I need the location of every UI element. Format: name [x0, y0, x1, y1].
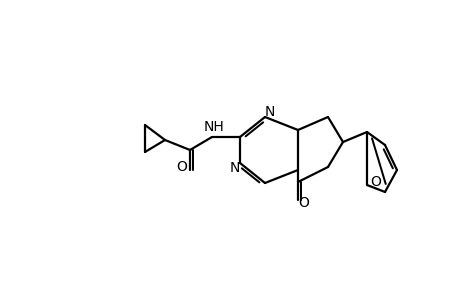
Text: NH: NH — [203, 120, 224, 134]
Text: O: O — [298, 196, 309, 210]
Text: N: N — [230, 161, 240, 175]
Text: O: O — [176, 160, 187, 174]
Text: O: O — [370, 175, 381, 189]
Text: N: N — [264, 105, 274, 119]
